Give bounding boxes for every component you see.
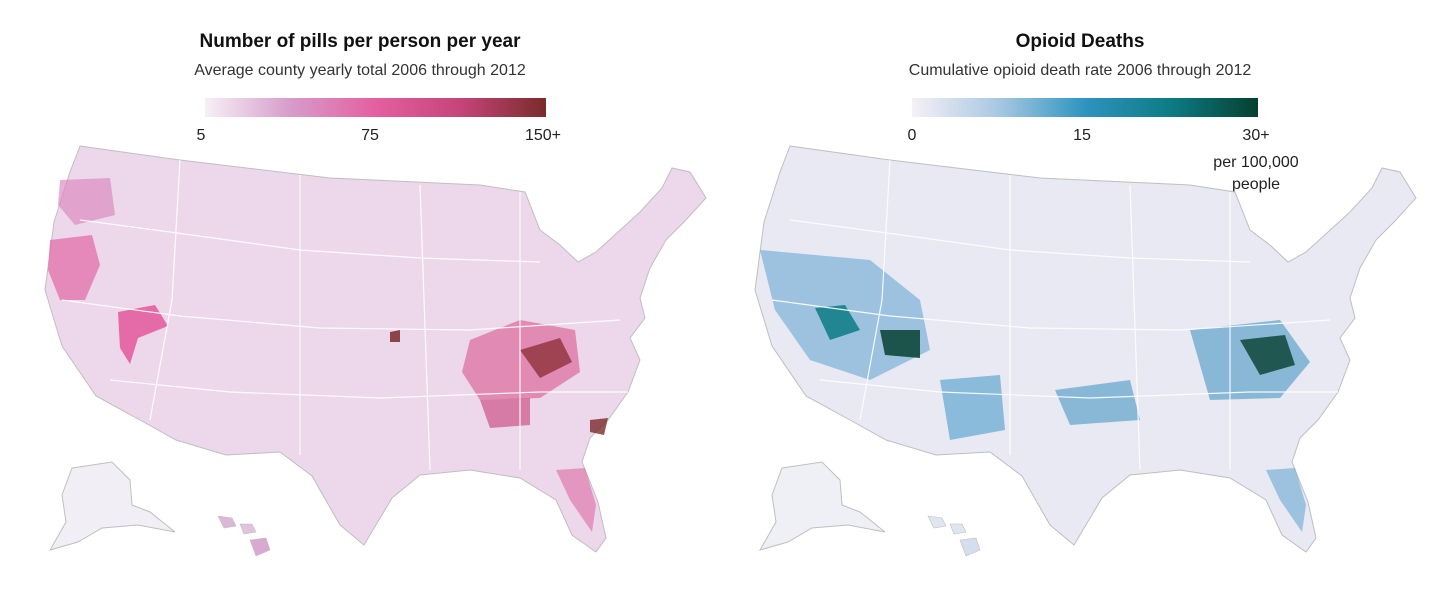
pills-legend-tick-mid: 75 [361, 127, 379, 144]
deaths-hotspot-west-virginia [1240, 335, 1295, 375]
pills-hotspot-florida [556, 468, 596, 532]
pills-map-alaska [48, 461, 176, 551]
deaths-choropleth-map [754, 145, 1417, 557]
deaths-map-hawaii-3 [959, 537, 981, 557]
deaths-map-hotspots [760, 250, 1310, 532]
deaths-map-contiguous-us [754, 145, 1417, 553]
pills-hotspot-tennessee [480, 398, 530, 428]
deaths-legend-color-bar [912, 98, 1258, 117]
pills-legend-tick-max: 150+ [524, 127, 562, 144]
deaths-hotspot-oklahoma [1055, 380, 1140, 425]
pills-map-contiguous-us [44, 145, 707, 553]
deaths-legend-unit-line-2: people [1231, 176, 1281, 193]
pills-hotspot-nevada [118, 305, 168, 364]
deaths-map-state-borders [771, 159, 1338, 471]
deaths-legend-tick-mid: 15 [1073, 127, 1091, 144]
deaths-map-title: Opioid Deaths [1015, 31, 1145, 52]
pills-map-hawaii-2 [239, 523, 257, 535]
pills-legend-tick-min: 5 [196, 127, 206, 144]
pills-map-state-borders [61, 159, 628, 471]
deaths-map-hawaii-2 [949, 523, 967, 535]
pills-map-hawaii-3 [249, 537, 271, 557]
pills-map-hawaii-1 [217, 515, 237, 529]
pills-hotspot-south-carolina [590, 418, 608, 435]
deaths-map-subtitle: Cumulative opioid death rate 2006 throug… [908, 62, 1252, 79]
deaths-map-hawaii-1 [927, 515, 947, 529]
deaths-legend-unit-line-1: per 100,000 [1213, 154, 1299, 171]
pills-map-title: Number of pills per person per year [199, 31, 521, 52]
pills-hotspot-west-coast [48, 235, 100, 300]
deaths-map-alaska [758, 461, 886, 551]
deaths-legend-tick-min: 0 [907, 127, 917, 144]
deaths-legend-tick-max: 30+ [1242, 127, 1270, 144]
deaths-hotspot-florida [1266, 468, 1306, 532]
deaths-hotspot-utah [880, 330, 920, 358]
pills-map-counties [44, 145, 707, 557]
pills-choropleth-map [44, 145, 707, 557]
pills-legend-color-bar [205, 98, 546, 117]
pills-map-hotspots [48, 178, 608, 532]
pills-hotspot-missouri [390, 330, 400, 342]
pills-map-subtitle: Average county yearly total 2006 through… [194, 62, 526, 79]
deaths-hotspot-nevada [815, 305, 860, 340]
pills-hotspot-appalachia [462, 320, 580, 400]
deaths-hotspot-new-mexico [940, 375, 1005, 440]
deaths-legend-unit: per 100,000 people [1213, 152, 1298, 196]
pills-map-panel: Number of pills per person per year Aver… [44, 31, 707, 557]
deaths-map-panel: Opioid Deaths Cumulative opioid death ra… [720, 0, 1440, 593]
pills-hotspot-kentucky [520, 338, 572, 378]
pills-hotspot-oregon [58, 178, 115, 225]
deaths-map-counties [754, 145, 1417, 557]
